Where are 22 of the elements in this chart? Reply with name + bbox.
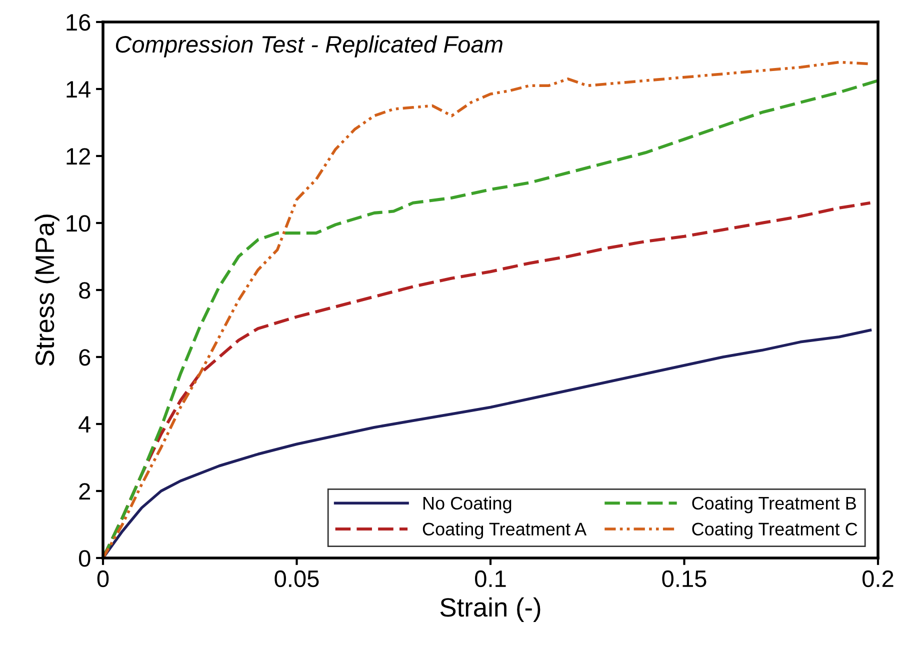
- y-tick-label: 12: [66, 148, 90, 165]
- x-tick-label: 0.1: [475, 570, 506, 588]
- y-tick-label: 14: [66, 81, 91, 98]
- y-tick-label: 6: [79, 349, 90, 366]
- x-axis-title: Strain (-): [440, 597, 540, 622]
- y-tick-label: 10: [66, 215, 90, 232]
- legend-label: No Coating: [423, 496, 512, 514]
- text: Compression Test - Replicated Foam: [116, 35, 502, 58]
- x-tick-label: 0: [97, 570, 109, 588]
- y-tick-label: 2: [79, 483, 90, 500]
- y-tick-label: 16: [66, 14, 90, 31]
- y-axis-title: Stress (MPa): [34, 214, 60, 366]
- line-series: [103, 328, 872, 558]
- x-tick-label: 0.05: [274, 570, 319, 588]
- y-tick-label: 8: [79, 282, 90, 299]
- x-tick-label: 0.2: [862, 570, 894, 588]
- x-tick-label: 0.15: [662, 570, 706, 588]
- legend-label: Coating Treatment C: [692, 522, 858, 540]
- y-tick-label: 4: [78, 416, 91, 433]
- legend-label: Coating Treatment B: [692, 496, 856, 514]
- legend-label: Coating Treatment A: [422, 522, 587, 540]
- y-tick-label: 0: [78, 550, 90, 567]
